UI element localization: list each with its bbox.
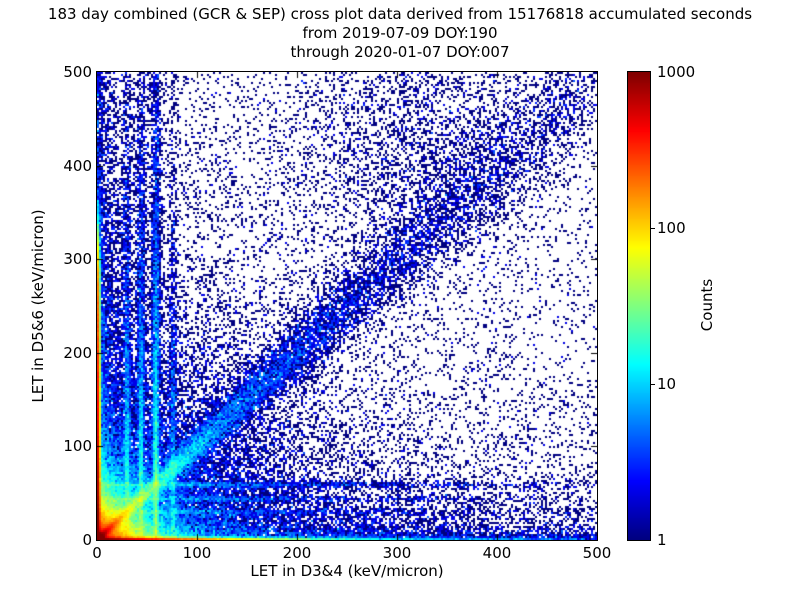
y-axis-label: LET in D5&6 (keV/micron) <box>29 209 47 403</box>
y-tick-label: 300 <box>63 250 92 269</box>
colorbar-tick-mark <box>651 228 655 229</box>
y-tick-label: 0 <box>82 531 92 549</box>
title-block: 183 day combined (GCR & SEP) cross plot … <box>0 5 800 62</box>
y-tick-label: 100 <box>63 437 92 456</box>
x-tick-label: 100 <box>182 544 212 562</box>
y-tick-label: 400 <box>63 156 92 175</box>
colorbar <box>627 71 651 541</box>
colorbar-tick-label: 100 <box>657 218 686 237</box>
chart-subtitle-from: from 2019-07-09 DOY:190 <box>302 24 498 42</box>
chart-title: 183 day combined (GCR & SEP) cross plot … <box>47 5 753 23</box>
colorbar-tick-label: 1000 <box>657 62 696 81</box>
y-tick-label: 200 <box>63 343 92 362</box>
colorbar-label: Counts <box>698 278 716 332</box>
plot-area <box>96 71 598 541</box>
x-tick-label: 300 <box>382 544 412 562</box>
x-tick-label: 500 <box>582 544 612 562</box>
x-tick-label: 0 <box>92 544 102 562</box>
y-tick-label: 500 <box>63 63 92 81</box>
x-tick-label: 200 <box>282 544 312 562</box>
colorbar-tick-label: 1 <box>657 530 667 549</box>
x-tick-label: 400 <box>482 544 512 562</box>
colorbar-canvas <box>628 72 650 540</box>
colorbar-tick-mark <box>651 384 655 385</box>
chart-subtitle-through: through 2020-01-07 DOY:007 <box>290 43 510 61</box>
heatmap-canvas <box>97 72 597 540</box>
colorbar-tick-label: 10 <box>657 374 677 393</box>
x-axis-label: LET in D3&4 (keV/micron) <box>250 562 444 580</box>
